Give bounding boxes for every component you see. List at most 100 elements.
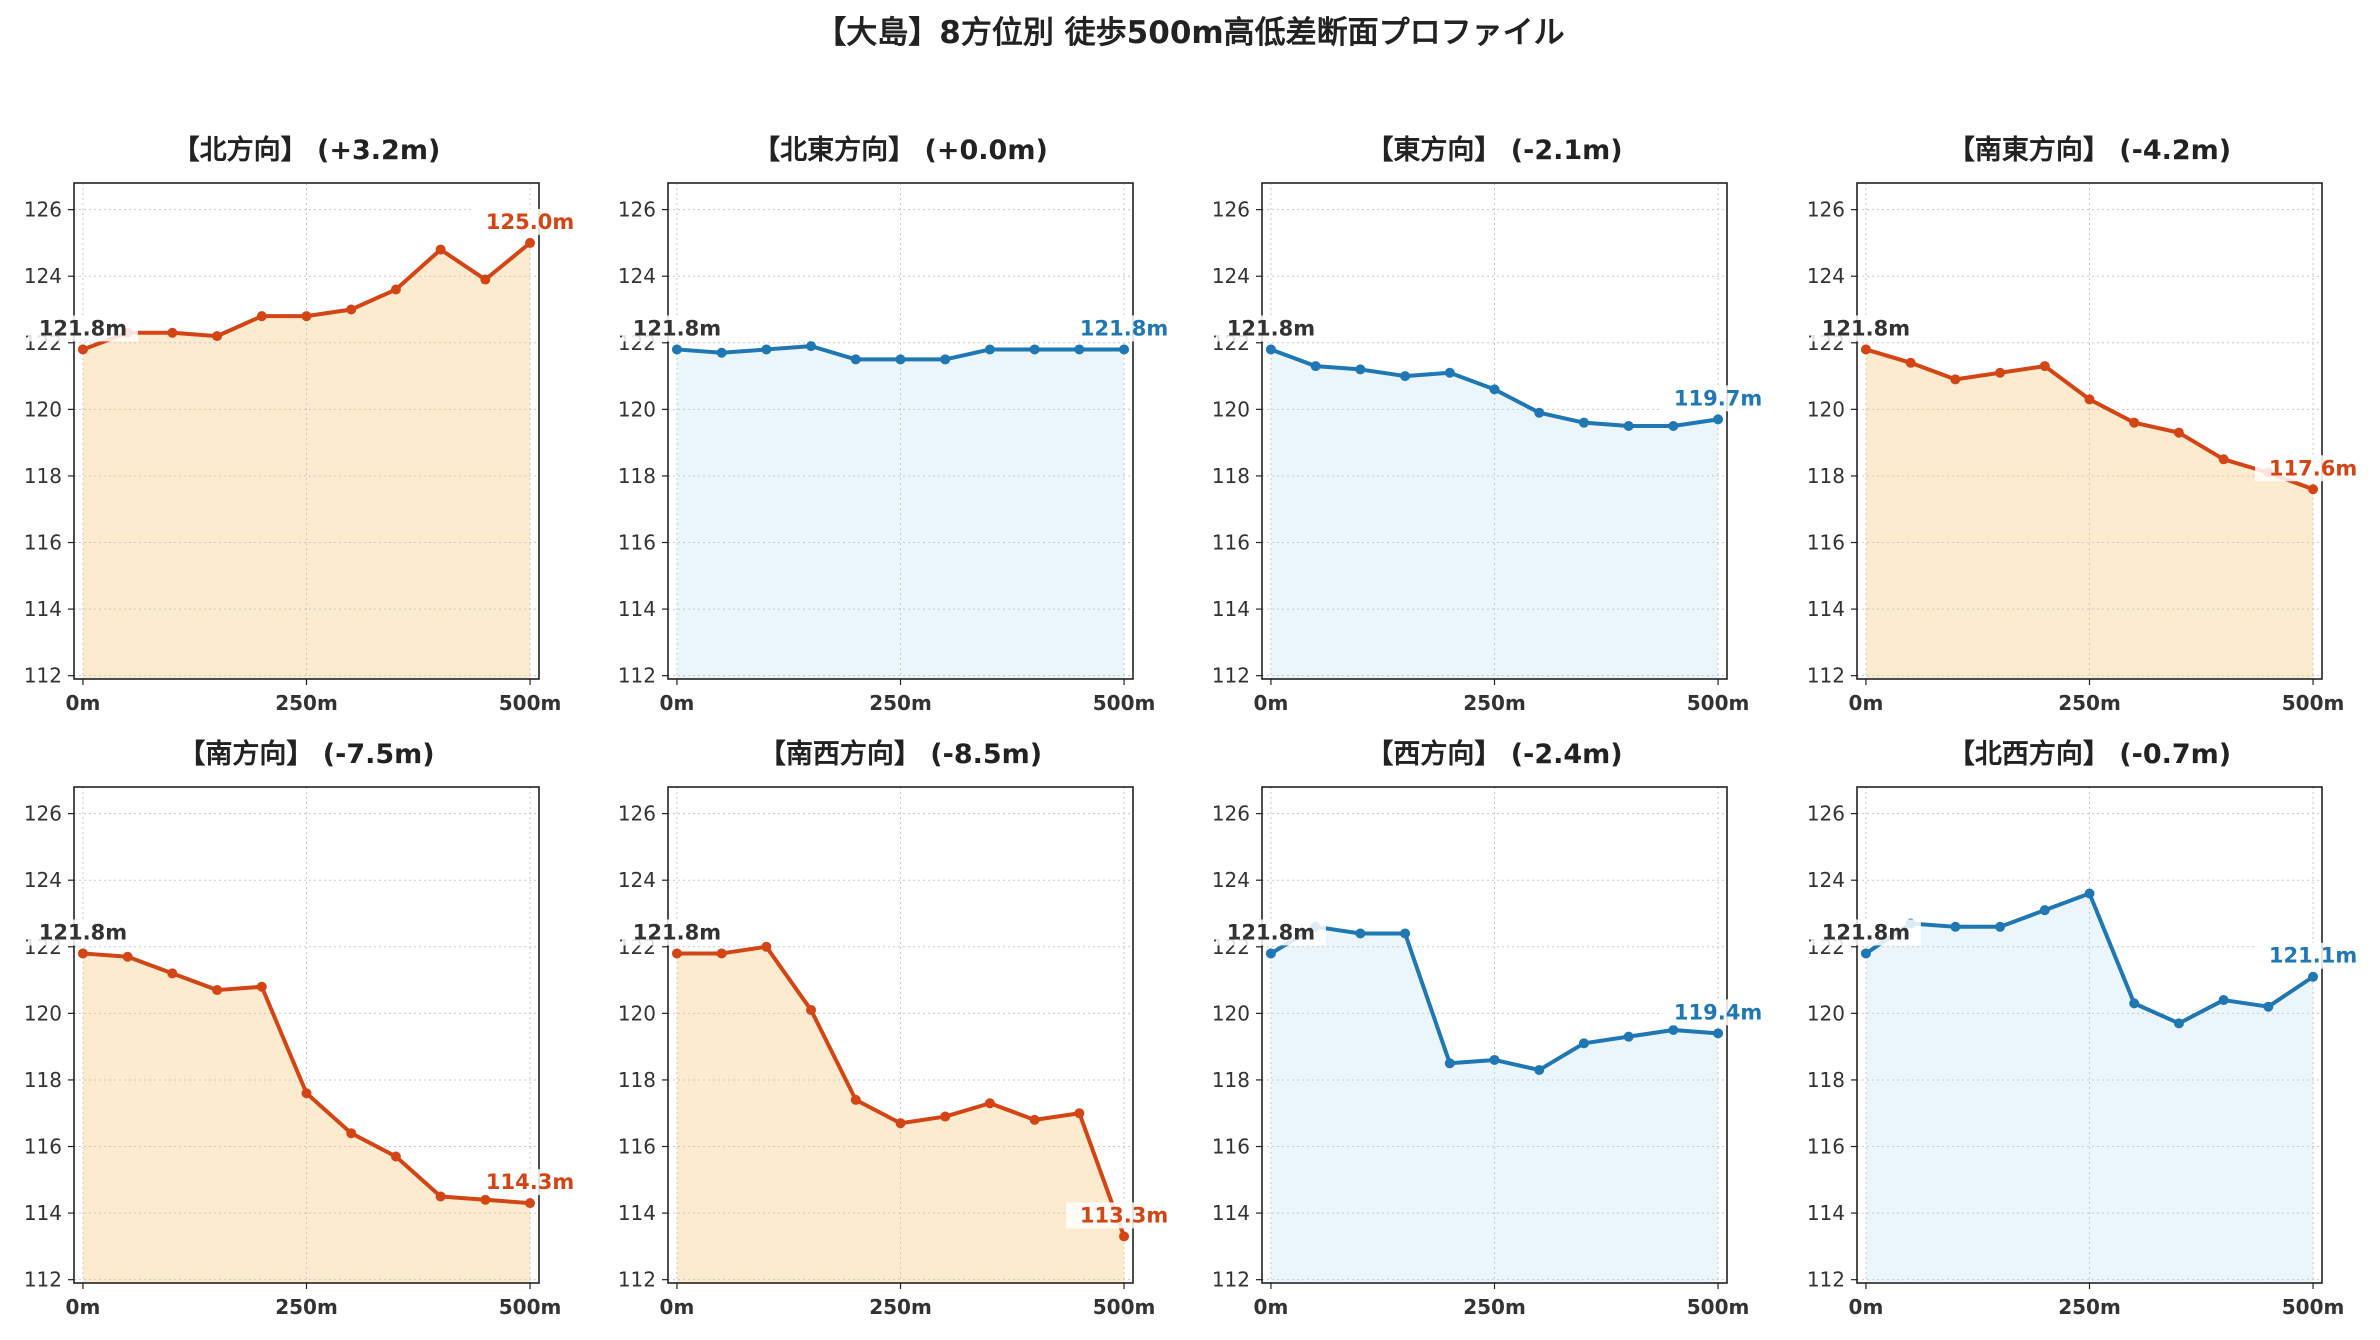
y-tick-label: 126 [24, 802, 62, 826]
data-point [480, 274, 491, 285]
start-elevation-label: 121.8m [1822, 316, 1910, 340]
start-label-bg [27, 919, 138, 946]
data-point [1310, 361, 1321, 372]
data-point [2039, 905, 2050, 916]
y-tick-label: 126 [24, 198, 62, 222]
elevation-fill-area [82, 242, 531, 679]
y-tick-label: 112 [1807, 664, 1845, 688]
y-tick-label: 114 [1807, 1201, 1845, 1225]
end-label-bg [1066, 315, 1183, 342]
data-point [1400, 371, 1411, 382]
y-tick-label: 116 [24, 1135, 62, 1159]
data-point [1489, 1054, 1500, 1065]
data-point [2129, 417, 2140, 428]
x-tick-label: 0m [66, 1295, 101, 1319]
data-point [1400, 928, 1411, 939]
y-tick-label: 114 [1212, 597, 1250, 621]
data-point [1905, 357, 1916, 368]
profile-panel-5: 【南西方向】 (-8.5m)1121141161181201221241260m… [618, 738, 1183, 1319]
y-tick-label: 120 [1807, 1001, 1845, 1025]
start-label-bg [1215, 919, 1326, 946]
elevation-fill-area [676, 346, 1125, 679]
x-tick-label: 500m [1093, 1295, 1156, 1319]
data-point [2129, 998, 2140, 1009]
x-tick-label: 500m [499, 1295, 562, 1319]
data-point [1444, 1058, 1455, 1069]
data-point [1355, 364, 1366, 375]
x-tick-label: 500m [499, 691, 562, 715]
y-tick-label: 124 [1807, 264, 1845, 288]
y-tick-label: 126 [618, 802, 656, 826]
data-point [671, 948, 682, 959]
data-point [1029, 1114, 1040, 1125]
data-point [167, 968, 178, 979]
data-point [850, 1094, 861, 1105]
end-elevation-label: 119.4m [1674, 1000, 1762, 1024]
data-point [2084, 888, 2095, 899]
start-elevation-label: 121.8m [633, 920, 721, 944]
y-tick-label: 126 [1807, 802, 1845, 826]
y-tick-label: 118 [1807, 464, 1845, 488]
x-tick-label: 500m [2282, 691, 2345, 715]
y-tick-label: 116 [1807, 531, 1845, 555]
start-elevation-label: 121.8m [1822, 920, 1910, 944]
data-point [1950, 921, 1961, 932]
panel-title: 【南西方向】 (-8.5m) [759, 738, 1042, 770]
x-tick-label: 250m [1463, 1295, 1526, 1319]
data-point [1074, 1108, 1085, 1119]
data-point [1265, 344, 1276, 355]
data-point [1119, 344, 1130, 355]
end-label-bg [1660, 385, 1777, 412]
data-point [984, 1098, 995, 1109]
y-tick-label: 126 [618, 198, 656, 222]
y-tick-label: 124 [24, 264, 62, 288]
y-tick-label: 112 [24, 664, 62, 688]
y-tick-label: 126 [1212, 802, 1250, 826]
y-tick-label: 124 [1807, 868, 1845, 892]
data-point [2308, 484, 2319, 495]
y-tick-label: 112 [1807, 1268, 1845, 1292]
data-point [806, 341, 817, 352]
x-tick-label: 0m [1254, 691, 1289, 715]
y-tick-label: 120 [618, 1001, 656, 1025]
data-point [1668, 421, 1679, 432]
y-tick-label: 116 [618, 1135, 656, 1159]
y-tick-label: 120 [1212, 397, 1250, 421]
data-point [1074, 344, 1085, 355]
x-tick-label: 500m [2282, 1295, 2345, 1319]
data-point [1444, 367, 1455, 378]
x-tick-label: 500m [1093, 691, 1156, 715]
data-point [77, 948, 88, 959]
data-point [2218, 454, 2229, 465]
data-point [1713, 1028, 1724, 1039]
profile-panel-7: 【北西方向】 (-0.7m)1121141161181201221241260m… [1807, 738, 2372, 1319]
data-point [1578, 417, 1589, 428]
elevation-fill-area [1270, 926, 1719, 1283]
elevation-fill-area [676, 946, 1125, 1283]
x-tick-label: 0m [1849, 691, 1884, 715]
data-point [1668, 1025, 1679, 1036]
y-tick-label: 118 [1212, 464, 1250, 488]
y-tick-label: 112 [1212, 1268, 1250, 1292]
data-point [1995, 367, 2006, 378]
end-label-bg [2255, 942, 2372, 969]
end-elevation-label: 121.1m [2269, 944, 2357, 968]
data-point [1355, 928, 1366, 939]
data-point [761, 344, 772, 355]
data-point [850, 354, 861, 365]
x-tick-label: 500m [1687, 691, 1750, 715]
y-tick-label: 118 [24, 464, 62, 488]
data-point [806, 1005, 817, 1016]
data-point [525, 237, 536, 248]
end-label-bg [1660, 999, 1777, 1026]
x-tick-label: 0m [1849, 1295, 1884, 1319]
data-point [940, 354, 951, 365]
y-tick-label: 116 [24, 531, 62, 555]
y-tick-label: 120 [618, 397, 656, 421]
x-tick-label: 250m [275, 1295, 338, 1319]
x-tick-label: 0m [660, 691, 695, 715]
end-elevation-label: 125.0m [486, 210, 574, 234]
y-tick-label: 120 [24, 397, 62, 421]
